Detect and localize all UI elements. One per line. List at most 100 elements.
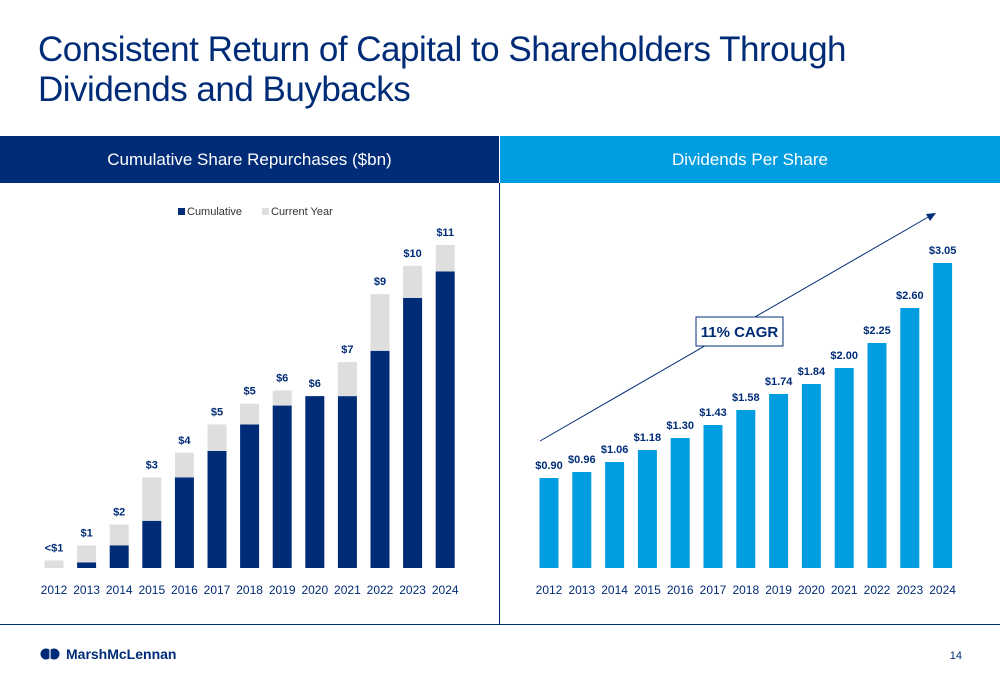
data-label-2012: <$1 (45, 542, 64, 554)
bar-current-year-2013 (77, 545, 97, 563)
bar-current-year-2022 (370, 294, 390, 351)
data-label-2022: $9 (374, 276, 386, 288)
data-label-2023: $2.60 (896, 290, 924, 302)
left-panel-header-label: Cumulative Share Repurchases ($bn) (107, 149, 392, 169)
bar-dividend-2021 (834, 368, 854, 568)
x-tick-label-2019: 2019 (765, 583, 792, 597)
bar-current-year-2023 (403, 265, 423, 298)
data-label-2013: $0.96 (568, 454, 596, 466)
cagr-annotation-label: 11% CAGR (701, 324, 779, 341)
bar-cumulative-2014 (109, 545, 129, 568)
data-label-2017: $1.43 (699, 407, 727, 419)
x-tick-label-2018: 2018 (732, 583, 759, 597)
bar-cumulative-2015 (142, 520, 162, 568)
data-label-2024: $11 (436, 227, 454, 239)
bar-cumulative-2017 (207, 450, 227, 568)
x-tick-label-2022: 2022 (367, 583, 394, 597)
x-tick-label-2023: 2023 (896, 583, 923, 597)
bar-dividend-2012 (539, 478, 559, 568)
cagr-arrow-head-icon (926, 213, 936, 221)
x-tick-label-2016: 2016 (171, 583, 198, 597)
bar-dividend-2017 (703, 425, 723, 568)
bar-dividend-2018 (736, 410, 756, 568)
left-panel-header: Cumulative Share Repurchases ($bn) (0, 136, 499, 183)
legend-swatch-cumulative (178, 208, 185, 215)
x-tick-label-2017: 2017 (700, 583, 727, 597)
x-tick-label-2023: 2023 (399, 583, 426, 597)
x-tick-label-2015: 2015 (634, 583, 661, 597)
bar-current-year-2017 (207, 424, 227, 451)
x-tick-label-2016: 2016 (667, 583, 694, 597)
bar-current-year-2014 (109, 524, 129, 546)
x-tick-label-2024: 2024 (929, 583, 956, 597)
bar-current-year-2012 (44, 560, 64, 568)
bar-dividend-2013 (572, 472, 592, 568)
dividends-per-share-chart: $0.90 2012 $0.96 2013 $1.06 2014 $1.18 2015 $1.3… (535, 213, 957, 597)
data-label-2022: $2.25 (863, 325, 891, 337)
page-number: 14 (949, 650, 962, 662)
data-label-2019: $6 (276, 372, 288, 384)
data-label-2016: $1.30 (666, 420, 694, 432)
data-label-2020: $6 (309, 378, 321, 390)
data-label-2024: $3.05 (929, 245, 957, 257)
bar-cumulative-2020 (305, 396, 325, 568)
bar-cumulative-2021 (337, 396, 357, 568)
bar-current-year-2024 (435, 245, 455, 272)
bar-dividend-2016 (670, 438, 690, 568)
x-tick-label-2014: 2014 (601, 583, 628, 597)
bar-dividend-2024 (933, 263, 953, 568)
bar-current-year-2018 (240, 403, 260, 425)
x-tick-label-2014: 2014 (106, 583, 133, 597)
footer-divider (0, 624, 1000, 625)
bar-current-year-2015 (142, 477, 162, 521)
bar-cumulative-2018 (240, 424, 260, 568)
company-logo: MarshMcLennan (40, 646, 176, 662)
bar-cumulative-2019 (272, 405, 292, 568)
x-tick-label-2013: 2013 (73, 583, 100, 597)
logo-mark-icon (40, 648, 60, 660)
bar-current-year-2021 (337, 362, 357, 397)
legend-label-current-year: Current Year (271, 206, 333, 218)
x-tick-label-2024: 2024 (432, 583, 459, 597)
data-label-2020: $1.84 (798, 366, 826, 378)
x-tick-label-2015: 2015 (138, 583, 165, 597)
share-repurchases-chart: <$1 2012 $1 2013 $2 2014 $3 2015 $4 2016 $5 2017 $5 2… (41, 206, 459, 597)
data-label-2018: $5 (243, 386, 255, 398)
x-tick-label-2021: 2021 (334, 583, 361, 597)
legend-swatch-current-year (262, 208, 269, 215)
right-panel-header-label: Dividends Per Share (672, 149, 828, 169)
right-panel-header: Dividends Per Share (500, 136, 1000, 183)
bar-dividend-2015 (637, 450, 657, 568)
x-tick-label-2012: 2012 (536, 583, 563, 597)
data-label-2013: $1 (80, 527, 92, 539)
bar-cumulative-2016 (174, 477, 194, 568)
panel-divider (499, 183, 500, 624)
x-tick-label-2022: 2022 (864, 583, 891, 597)
cagr-annotation-box (695, 316, 784, 347)
bar-current-year-2016 (174, 452, 194, 478)
bar-dividend-2019 (769, 394, 789, 568)
x-tick-label-2019: 2019 (269, 583, 296, 597)
data-label-2012: $0.90 (535, 460, 563, 472)
x-tick-label-2012: 2012 (41, 583, 68, 597)
data-label-2021: $2.00 (830, 350, 858, 362)
data-label-2016: $4 (178, 435, 191, 447)
data-label-2017: $5 (211, 406, 223, 418)
bar-dividend-2020 (801, 384, 821, 568)
bar-cumulative-2024 (435, 271, 455, 568)
data-label-2014: $1.06 (601, 444, 629, 456)
bar-dividend-2014 (605, 462, 625, 568)
bar-dividend-2023 (900, 308, 920, 568)
x-tick-label-2013: 2013 (568, 583, 595, 597)
data-label-2018: $1.58 (732, 392, 760, 404)
data-label-2021: $7 (341, 344, 353, 356)
bar-cumulative-2023 (403, 297, 423, 568)
data-label-2023: $10 (403, 248, 421, 260)
bar-cumulative-2022 (370, 350, 390, 568)
page-title: Consistent Return of Capital to Sharehol… (38, 30, 847, 109)
x-tick-label-2020: 2020 (301, 583, 328, 597)
data-label-2014: $2 (113, 507, 125, 519)
x-tick-label-2018: 2018 (236, 583, 263, 597)
x-tick-label-2021: 2021 (831, 583, 858, 597)
bar-cumulative-2013 (77, 562, 97, 568)
